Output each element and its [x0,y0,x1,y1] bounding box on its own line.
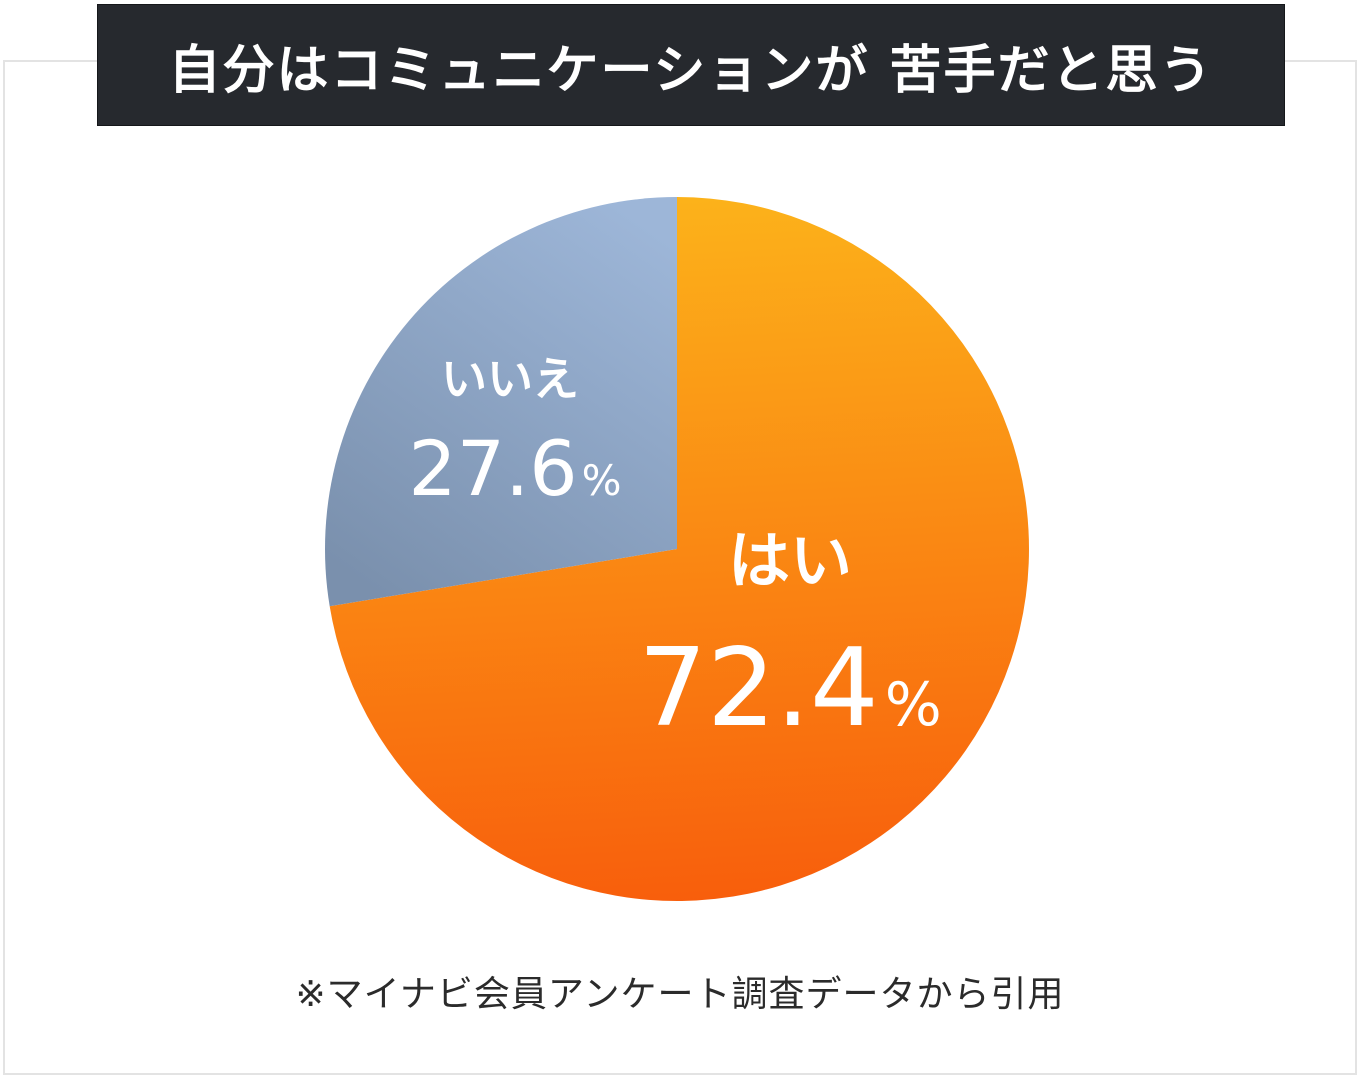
slice-value-no: 27.6% [408,424,621,513]
slice-value-yes: 72.4% [638,626,941,751]
pie-slice-yes [329,197,1030,901]
slice-label-yes: はい [728,524,852,597]
footnote: ※マイナビ会員アンケート調査データから引用 [295,974,1065,1015]
slice-label-no: いいえ [441,352,579,406]
chart-title-box: 自分はコミュニケーションが 苦手だと思う [97,4,1285,126]
slice-value-yes-unit: % [885,670,942,740]
slice-value-no-unit: % [582,456,622,505]
slice-value-no-number: 27.6 [408,424,577,513]
slice-value-yes-number: 72.4 [638,626,878,751]
pie-slice-no [325,197,677,607]
chart-title: 自分はコミュニケーションが 苦手だと思う [168,40,1214,101]
